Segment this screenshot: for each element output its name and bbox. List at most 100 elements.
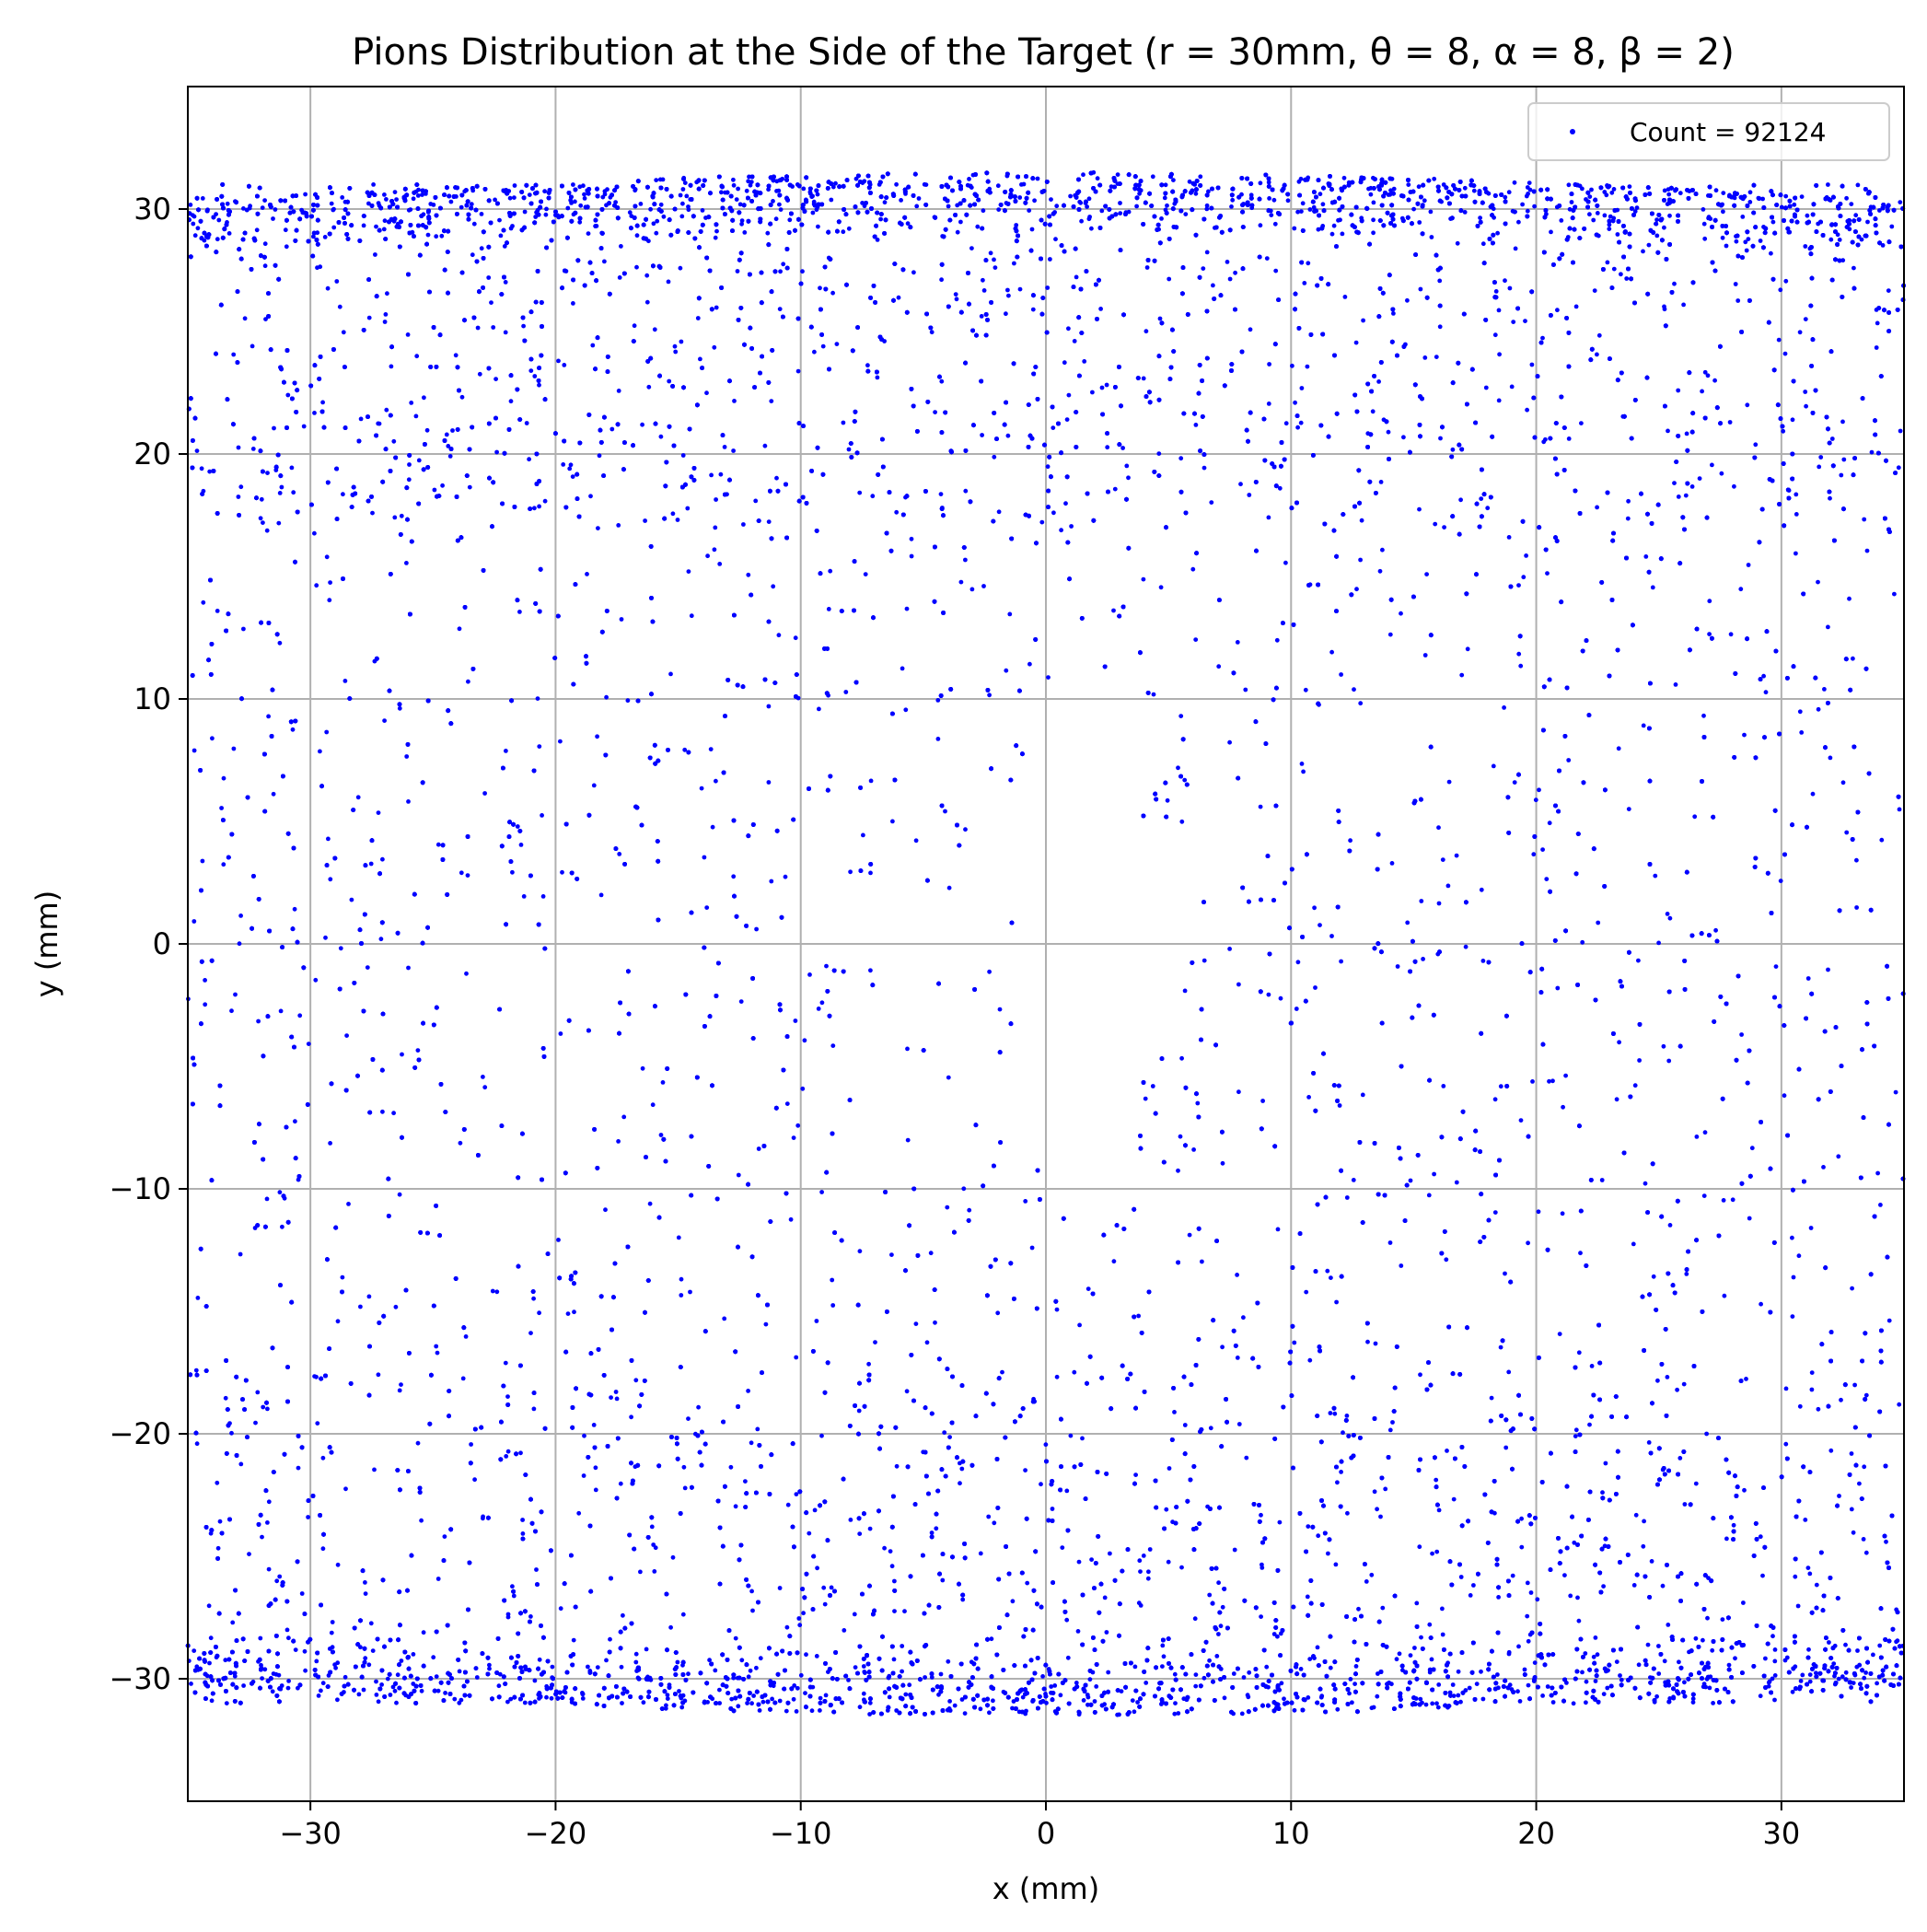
data-point xyxy=(732,399,737,403)
data-point xyxy=(1230,197,1236,203)
data-point xyxy=(765,230,771,236)
data-point xyxy=(896,295,901,300)
data-point xyxy=(695,316,701,320)
data-point xyxy=(517,610,522,614)
data-point xyxy=(366,1294,372,1299)
data-point xyxy=(1821,1165,1826,1170)
data-point xyxy=(995,183,1001,189)
data-point xyxy=(1535,1597,1540,1602)
data-point xyxy=(544,1694,549,1700)
data-point xyxy=(1421,957,1425,961)
data-point xyxy=(1697,476,1702,481)
data-point xyxy=(1492,1097,1498,1102)
data-point xyxy=(1712,378,1717,383)
data-point xyxy=(1595,1652,1600,1658)
data-point xyxy=(1506,1649,1512,1655)
data-point xyxy=(1746,237,1751,241)
data-point xyxy=(688,1289,692,1295)
data-point xyxy=(658,202,664,207)
data-point xyxy=(1840,419,1845,425)
data-point xyxy=(866,1361,871,1367)
data-point xyxy=(1591,1654,1596,1659)
data-point xyxy=(658,434,664,439)
data-point xyxy=(368,861,374,867)
data-point xyxy=(1713,188,1719,193)
data-point xyxy=(416,458,422,463)
data-point xyxy=(1766,1683,1771,1689)
data-point xyxy=(793,1018,798,1023)
data-point xyxy=(223,1395,228,1401)
data-point xyxy=(736,1172,741,1178)
data-point xyxy=(374,1693,379,1697)
data-point xyxy=(625,698,631,704)
data-point xyxy=(1516,1644,1521,1649)
data-point xyxy=(1844,830,1850,835)
data-point xyxy=(757,1708,762,1713)
data-point xyxy=(857,1249,863,1254)
data-point xyxy=(1339,672,1343,677)
data-point xyxy=(1483,385,1489,390)
data-point xyxy=(440,483,445,488)
data-point xyxy=(537,744,542,749)
data-point xyxy=(1190,566,1196,572)
data-point xyxy=(638,1569,643,1575)
data-point xyxy=(1701,221,1707,227)
data-point xyxy=(1344,1195,1350,1200)
data-point xyxy=(1700,389,1704,394)
data-point xyxy=(460,1376,466,1381)
data-point xyxy=(647,1201,653,1206)
data-point xyxy=(342,679,348,683)
data-point xyxy=(1087,1677,1093,1682)
data-point xyxy=(1220,1344,1225,1350)
data-point xyxy=(1797,330,1803,335)
data-point xyxy=(929,1675,934,1680)
data-point xyxy=(1436,1682,1442,1687)
data-point xyxy=(641,1700,646,1705)
data-point xyxy=(346,1202,351,1206)
data-point xyxy=(1489,1395,1494,1401)
data-point xyxy=(1440,1632,1445,1637)
data-point xyxy=(682,747,688,752)
data-point xyxy=(1492,332,1498,338)
data-point xyxy=(1596,920,1601,925)
data-point xyxy=(1797,1403,1803,1409)
data-point xyxy=(1178,456,1184,461)
data-point xyxy=(1274,637,1280,643)
data-point xyxy=(1721,209,1725,215)
data-point xyxy=(1579,421,1584,425)
data-point xyxy=(1790,1314,1795,1319)
data-point xyxy=(1422,355,1428,360)
data-point xyxy=(853,1665,858,1670)
data-point xyxy=(992,257,996,262)
data-point xyxy=(828,568,833,574)
data-point xyxy=(801,186,807,192)
data-point xyxy=(963,827,968,832)
data-point xyxy=(1348,838,1352,844)
data-point xyxy=(644,1647,649,1652)
data-point xyxy=(841,420,846,425)
data-point xyxy=(1066,326,1071,332)
data-point xyxy=(685,506,691,511)
data-point xyxy=(580,1696,586,1701)
data-point xyxy=(1075,1629,1081,1634)
data-point xyxy=(658,1133,664,1137)
data-point xyxy=(320,400,325,405)
data-point xyxy=(1235,1356,1240,1360)
data-point xyxy=(846,447,852,452)
data-point xyxy=(531,1406,537,1412)
data-point xyxy=(1064,1488,1070,1494)
data-point xyxy=(1005,433,1011,438)
data-point xyxy=(1295,209,1300,215)
data-point xyxy=(771,199,775,204)
data-point xyxy=(1138,1603,1143,1608)
data-point xyxy=(619,244,623,249)
data-point xyxy=(1719,471,1724,476)
data-point xyxy=(1818,455,1824,460)
data-point xyxy=(1176,1711,1181,1716)
data-point xyxy=(1111,1259,1117,1264)
data-point xyxy=(1428,209,1434,215)
data-point xyxy=(1840,1674,1845,1680)
data-point xyxy=(961,1186,967,1192)
data-point xyxy=(558,739,563,744)
data-point xyxy=(717,1687,722,1693)
